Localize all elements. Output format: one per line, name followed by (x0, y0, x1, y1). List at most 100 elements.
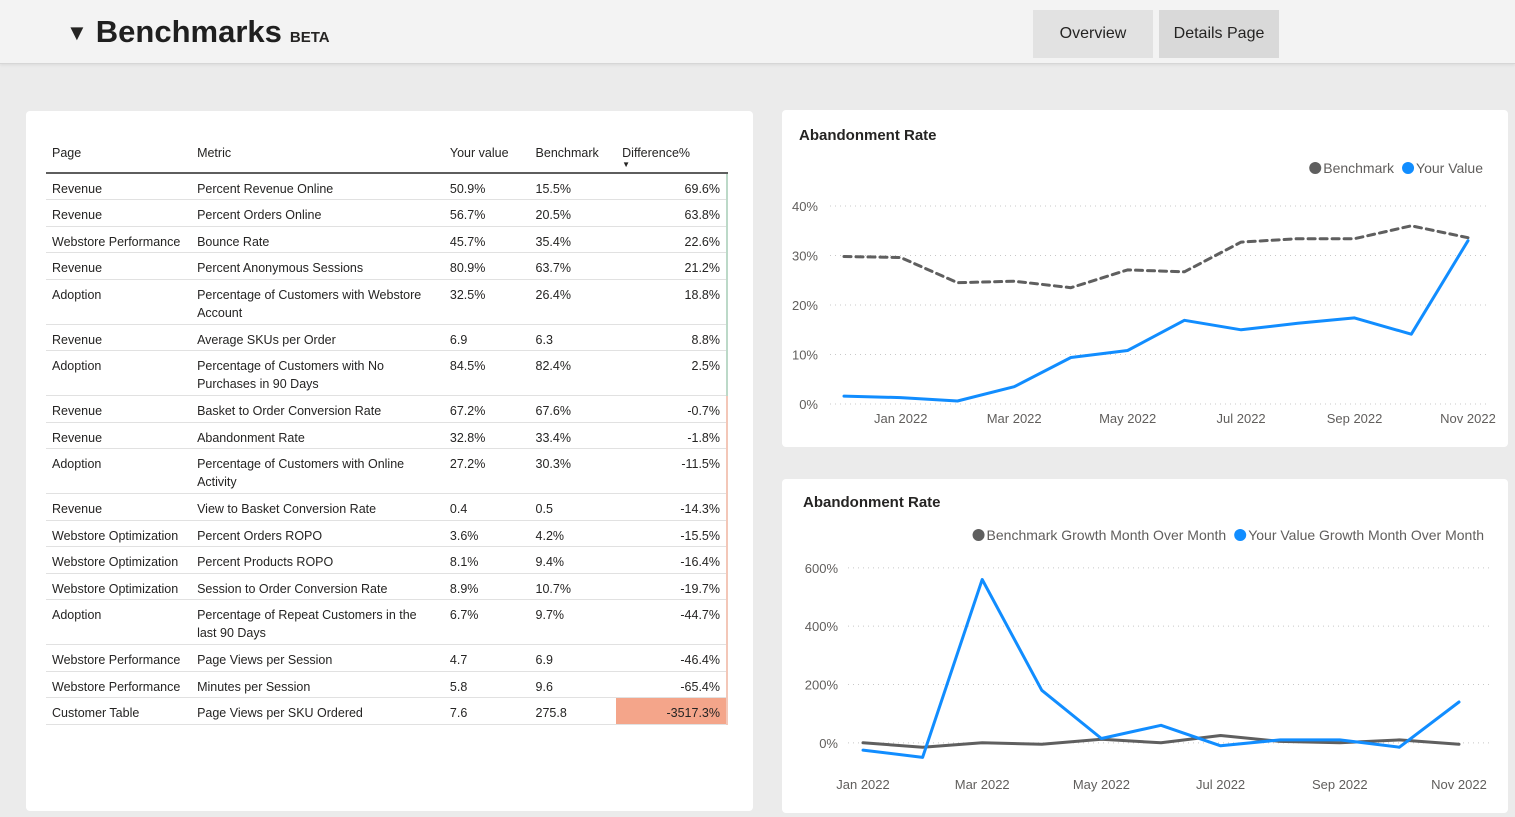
cell-your-value: 32.8% (443, 422, 530, 449)
cell-difference: -11.5% (616, 448, 728, 494)
cell-difference: -44.7% (616, 599, 728, 645)
table-row[interactable]: Webstore Optimization Session to Order Co… (46, 573, 728, 600)
y-tick-label: 30% (792, 249, 818, 264)
legend-label: Benchmark Growth Month Over Month (987, 527, 1227, 543)
legend-marker[interactable] (1234, 529, 1247, 541)
abandonment-rate-line-chart[interactable]: 0% 10% 20% 30% 40% Jan 2022 Mar 2022 May 2022 Ju… (782, 110, 1508, 447)
cell-your-value: 67.2% (443, 395, 530, 423)
x-tick-label: Mar 2022 (955, 777, 1010, 792)
cell-page: Revenue (46, 493, 192, 521)
title-group: ▼ Benchmarks BETA (66, 14, 330, 50)
table-row[interactable]: Revenue Percent Anonymous Sessions 80.9% 63… (46, 252, 728, 280)
table-row[interactable]: Revenue View to Basket Conversion Rate 0.4… (46, 493, 728, 521)
legend-marker[interactable] (972, 529, 985, 541)
growth-chart-card: Abandonment Rate 0% 200% 400% 600% Jan 2022 M… (782, 479, 1508, 813)
cell-your-value: 32.5% (443, 279, 530, 325)
table-row[interactable]: Webstore Performance Minutes per Session 5… (46, 671, 728, 698)
cell-benchmark: 9.7% (529, 599, 617, 645)
cell-page: Customer Table (46, 697, 192, 725)
cell-metric: Percentage of Customers with Online Acti… (191, 448, 444, 494)
table-row[interactable]: Adoption Percentage of Repeat Customers i… (46, 599, 728, 645)
column-header-metric[interactable]: Metric (191, 133, 444, 174)
series-line-benchmark[interactable] (861, 734, 1461, 749)
cell-benchmark: 9.6 (529, 671, 617, 698)
cell-page: Revenue (46, 395, 192, 423)
cell-metric: Percentage of Repeat Customers in the la… (191, 599, 444, 645)
cell-page: Revenue (46, 199, 192, 227)
legend-marker[interactable] (1309, 162, 1322, 174)
table-row[interactable]: Adoption Percentage of Customers with Onl… (46, 448, 728, 494)
table-row[interactable]: Revenue Abandonment Rate 32.8% 33.4% -1.8% (46, 422, 728, 449)
cell-benchmark: 9.4% (529, 546, 617, 574)
series-line-your-value[interactable] (842, 239, 1470, 403)
table-header-row: Page Metric Your value Benchmark Differe… (46, 133, 727, 174)
cell-metric: Minutes per Session (191, 671, 444, 698)
growth-line-chart[interactable]: 0% 200% 400% 600% Jan 2022 Mar 2022 May 2022 Ju… (782, 479, 1508, 813)
x-tick-label: May 2022 (1073, 777, 1130, 792)
cell-page: Revenue (46, 422, 192, 449)
table-row[interactable]: Customer Table Page Views per SKU Ordered… (46, 697, 728, 725)
cell-page: Webstore Performance (46, 226, 192, 253)
cell-benchmark: 15.5% (529, 173, 617, 200)
legend-marker[interactable] (1402, 162, 1415, 174)
cell-difference: -19.7% (616, 573, 728, 600)
table-row[interactable]: Webstore Performance Page Views per Sessi… (46, 644, 728, 672)
x-tick-label: Jul 2022 (1217, 411, 1266, 426)
column-header-difference[interactable]: Difference% ▼ (616, 133, 727, 174)
cell-difference: -46.4% (616, 644, 728, 672)
x-tick-label: Sep 2022 (1312, 777, 1368, 792)
chart-title: Abandonment Rate (803, 494, 941, 511)
table-row[interactable]: Revenue Basket to Order Conversion Rate 67… (46, 395, 728, 423)
cell-page: Revenue (46, 173, 192, 200)
cell-metric: Session to Order Conversion Rate (191, 573, 444, 600)
cell-benchmark: 63.7% (529, 252, 617, 280)
series-line-benchmark[interactable] (842, 224, 1470, 290)
tab-overview[interactable]: Overview (1033, 10, 1153, 58)
table-row[interactable]: Webstore Performance Bounce Rate 45.7% 35.4… (46, 226, 728, 253)
table-row[interactable]: Revenue Average SKUs per Order 6.9 6.3 8.8% (46, 324, 728, 351)
cell-your-value: 4.7 (443, 644, 530, 672)
tab-details-page[interactable]: Details Page (1159, 10, 1279, 58)
y-tick-label: 10% (792, 348, 818, 363)
table-row[interactable]: Webstore Optimization Percent Products RO… (46, 546, 728, 574)
column-header-benchmark[interactable]: Benchmark (529, 133, 617, 174)
cell-benchmark: 35.4% (529, 226, 617, 253)
cell-difference: 69.6% (616, 173, 728, 200)
y-tick-label: 20% (792, 298, 818, 313)
cell-page: Revenue (46, 252, 192, 280)
cell-difference: -16.4% (616, 546, 728, 574)
cell-your-value: 3.6% (443, 520, 530, 547)
cell-metric: Page Views per Session (191, 644, 444, 672)
cell-metric: Percent Orders Online (191, 199, 444, 227)
sort-descending-icon: ▼ (622, 160, 631, 169)
caret-down-icon[interactable]: ▼ (66, 20, 88, 45)
x-tick-label: Sep 2022 (1327, 411, 1383, 426)
cell-metric: Page Views per SKU Ordered (191, 697, 444, 725)
cell-your-value: 45.7% (443, 226, 530, 253)
cell-page: Adoption (46, 350, 192, 396)
legend-label: Your Value (1416, 160, 1483, 176)
column-header-page[interactable]: Page (46, 133, 192, 174)
x-tick-label: Jan 2022 (874, 411, 928, 426)
y-tick-label: 40% (792, 199, 818, 214)
series-line-your-value[interactable] (861, 578, 1461, 759)
cell-benchmark: 20.5% (529, 199, 617, 227)
abandonment-rate-chart-card: Abandonment Rate 0% 10% 20% 30% 40% Jan 2022 M… (782, 110, 1508, 447)
cell-benchmark: 33.4% (529, 422, 617, 449)
cell-difference: -14.3% (616, 493, 728, 521)
y-tick-label: 0% (819, 736, 838, 751)
table-row[interactable]: Adoption Percentage of Customers with Web… (46, 279, 728, 325)
cell-page: Webstore Performance (46, 644, 192, 672)
cell-difference: -3517.3% (616, 697, 728, 725)
table-row[interactable]: Webstore Optimization Percent Orders ROPO… (46, 520, 728, 547)
table-row[interactable]: Revenue Percent Revenue Online 50.9% 15.5% 6… (46, 173, 728, 200)
column-header-your-value[interactable]: Your value (443, 133, 530, 174)
table-row[interactable]: Adoption Percentage of Customers with No … (46, 350, 728, 396)
cell-your-value: 27.2% (443, 448, 530, 494)
cell-benchmark: 4.2% (529, 520, 617, 547)
chart-title: Abandonment Rate (799, 127, 937, 144)
cell-metric: View to Basket Conversion Rate (191, 493, 444, 521)
cell-page: Adoption (46, 599, 192, 645)
benchmark-table: Page Metric Your value Benchmark Differe… (46, 133, 728, 725)
table-row[interactable]: Revenue Percent Orders Online 56.7% 20.5% 63… (46, 199, 728, 227)
